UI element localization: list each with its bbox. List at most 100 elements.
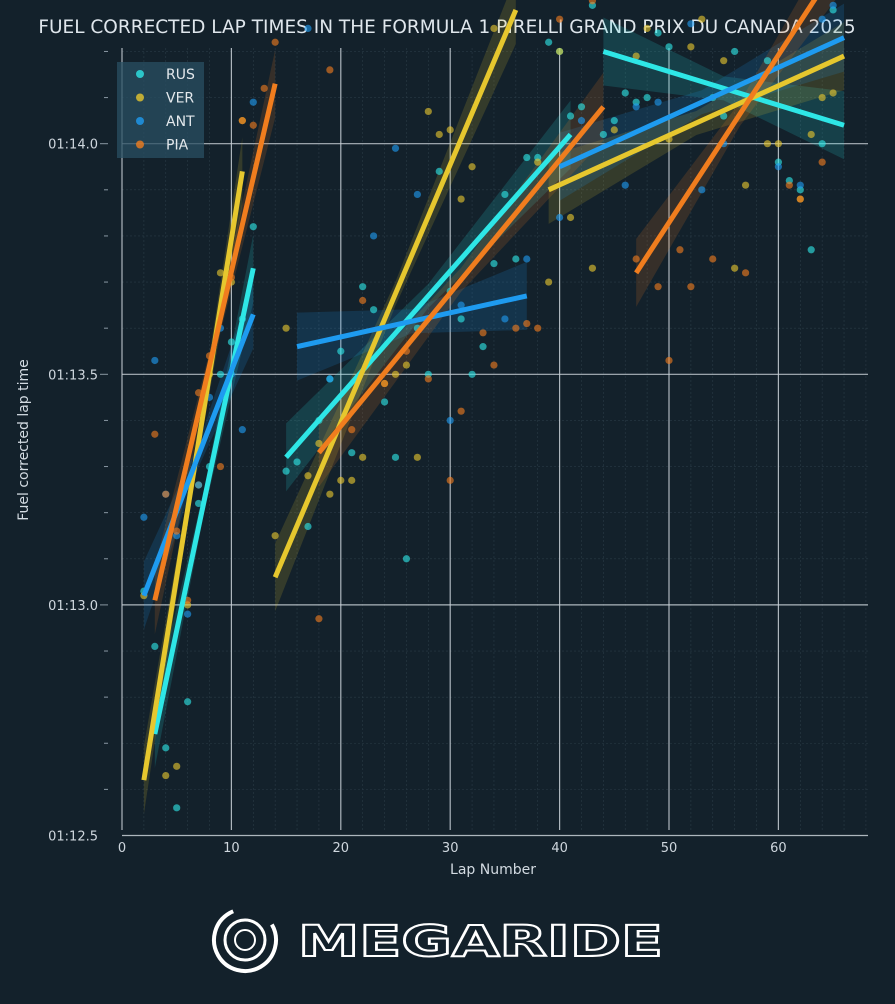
- data-point-pia: [796, 195, 804, 203]
- data-point-ant: [140, 513, 148, 521]
- fit-line-ver: [272, 8, 519, 579]
- data-point-pia: [523, 319, 531, 328]
- data-point-pia: [457, 407, 465, 415]
- x-tick-label: 20: [333, 841, 350, 856]
- fit-line-ver: [547, 53, 846, 193]
- data-point-ver: [282, 324, 290, 332]
- data-point-pia: [380, 379, 389, 388]
- data-point-rus: [435, 167, 443, 175]
- data-point-ver: [763, 140, 772, 148]
- data-point-pia: [249, 121, 257, 129]
- data-point-ver: [807, 130, 815, 139]
- data-point-rus: [249, 223, 257, 231]
- data-point-rus: [359, 283, 367, 291]
- x-tick-label: 40: [551, 841, 568, 856]
- data-point-ver: [337, 476, 345, 484]
- data-point-rus: [227, 338, 235, 346]
- data-point-pia: [665, 356, 673, 365]
- data-point-ver: [534, 158, 542, 166]
- data-point-ant: [654, 98, 662, 106]
- data-point-ant: [829, 1, 837, 9]
- fit-line-pia: [634, 0, 818, 275]
- data-point-pia: [216, 462, 225, 471]
- y-axis-label: Fuel corrected lap time: [16, 359, 32, 521]
- data-point-ant: [446, 416, 454, 425]
- data-point-ant: [194, 481, 203, 489]
- data-point-pia: [588, 0, 597, 5]
- data-point-pia: [556, 15, 564, 23]
- logo-inner-ring-icon: [223, 918, 267, 962]
- data-point-pia: [632, 255, 640, 263]
- data-point-ant: [818, 15, 826, 23]
- data-point-rus: [194, 499, 203, 508]
- data-point-ver: [391, 370, 400, 378]
- brand-wordmark: MEGARIDE: [298, 917, 663, 967]
- data-point-ver: [271, 532, 279, 540]
- data-point-pia: [479, 329, 487, 337]
- data-point-ver: [818, 93, 826, 102]
- data-point-rus: [337, 347, 345, 355]
- data-point-rus: [818, 140, 826, 148]
- data-point-pia: [326, 66, 334, 74]
- data-point-ver: [632, 52, 640, 60]
- data-point-rus: [184, 698, 192, 706]
- fit-line-pia: [152, 83, 278, 601]
- data-point-ver: [741, 181, 750, 189]
- data-point-ver: [435, 130, 443, 139]
- legend-box: [117, 62, 204, 158]
- data-point-pia: [271, 38, 279, 46]
- data-point-ver: [698, 15, 706, 23]
- data-point-ant: [523, 255, 531, 263]
- data-point-ant: [249, 98, 257, 106]
- axes: 0 10 20 30 40 50 60 01:12.5 01:13.0 01:13.5 01:14.…: [48, 50, 787, 856]
- data-point-ver: [643, 24, 651, 32]
- data-point-rus: [545, 38, 553, 46]
- data-point-ant: [577, 117, 586, 125]
- data-point-pia: [348, 426, 356, 434]
- x-tick-label: 30: [442, 841, 459, 856]
- legend-marker-ver: [136, 93, 144, 102]
- data-point-pia: [818, 158, 826, 166]
- data-point-ant: [556, 213, 564, 222]
- legend[interactable]: RUS VER ANT PIA: [117, 62, 204, 158]
- data-point-ver: [173, 762, 181, 770]
- data-point-pia: [151, 430, 159, 438]
- data-point-pia: [490, 361, 498, 369]
- data-point-rus: [293, 458, 301, 466]
- data-point-rus: [610, 117, 618, 125]
- data-point-ant: [326, 375, 334, 383]
- data-point-ver: [446, 126, 454, 134]
- data-point-pia: [654, 283, 662, 291]
- data-point-rus: [654, 29, 662, 37]
- logo-core-icon: [234, 929, 256, 951]
- data-point-pia: [173, 527, 181, 535]
- data-point-ver: [556, 47, 564, 56]
- x-tick-label: 50: [661, 841, 678, 856]
- legend-label-ant: ANT: [166, 114, 195, 130]
- data-point-rus: [731, 47, 739, 56]
- data-point-ver: [731, 264, 739, 272]
- data-point-pia: [709, 255, 717, 263]
- data-point-ant: [391, 144, 400, 152]
- data-point-rus: [490, 260, 498, 268]
- x-axis-label: Lap Number: [450, 862, 536, 878]
- data-point-rus: [216, 370, 225, 378]
- data-point-ant: [774, 163, 783, 171]
- data-point-pia: [424, 375, 432, 383]
- data-point-ver: [588, 264, 597, 272]
- data-point-ant: [632, 103, 640, 111]
- data-point-rus: [391, 453, 400, 461]
- data-point-pia: [512, 324, 520, 332]
- data-point-rus: [479, 343, 487, 351]
- data-point-ant: [151, 356, 159, 365]
- data-point-ver: [610, 126, 618, 134]
- fit-line-ant: [141, 313, 256, 597]
- data-point-rus: [665, 43, 673, 51]
- legend-label-rus: RUS: [166, 67, 195, 83]
- chart-title: FUEL CORRECTED LAP TIMES IN THE FORMULA …: [38, 17, 855, 38]
- legend-marker-ant: [136, 117, 144, 125]
- data-point-ver: [774, 140, 783, 148]
- data-point-rus: [468, 370, 476, 378]
